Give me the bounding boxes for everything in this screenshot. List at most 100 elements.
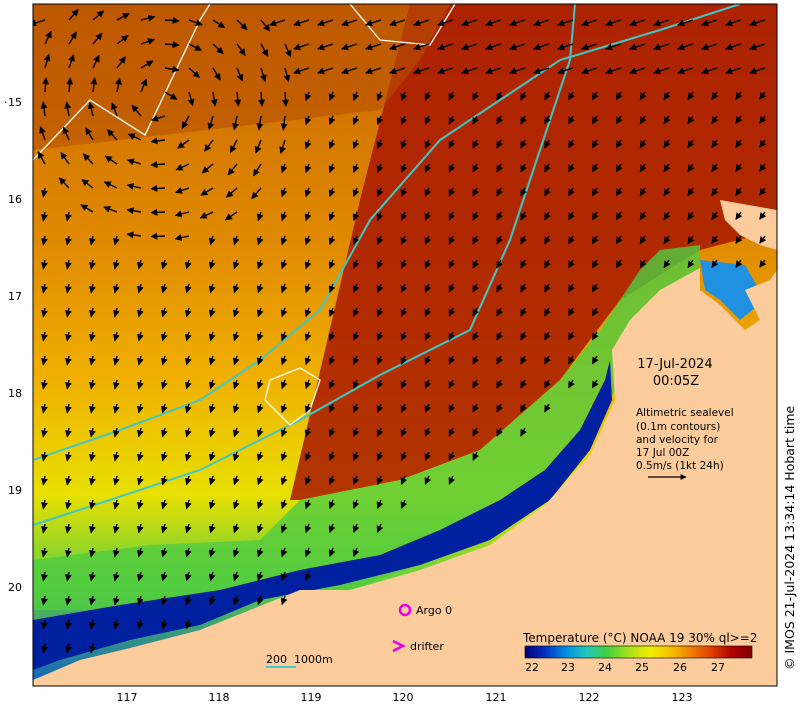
velocity-arrow: [424, 235, 432, 245]
velocity-arrow: [304, 379, 312, 390]
velocity-arrow: [400, 163, 408, 173]
velocity-arrow: [448, 235, 456, 245]
velocity-arrow: [304, 355, 312, 366]
velocity-arrow: [160, 259, 168, 270]
velocity-arrow: [317, 43, 334, 51]
velocity-arrow: [711, 211, 719, 220]
velocity-arrow: [759, 187, 767, 196]
velocity-arrow: [567, 91, 575, 101]
velocity-arrow: [112, 499, 120, 510]
velocity-arrow: [39, 126, 46, 141]
velocity-arrow: [65, 571, 72, 582]
velocity-arrow: [352, 355, 360, 366]
velocity-arrow: [227, 163, 238, 176]
velocity-arrow: [68, 31, 77, 45]
velocity-arrow: [376, 163, 384, 173]
velocity-arrow: [41, 451, 48, 462]
velocity-arrow: [160, 499, 168, 510]
velocity-arrow: [653, 19, 670, 27]
velocity-arrow: [65, 643, 72, 654]
velocity-arrow: [711, 187, 719, 196]
velocity-arrow: [677, 67, 694, 75]
velocity-arrow: [437, 67, 454, 75]
velocity-arrow: [544, 259, 551, 269]
velocity-arrow: [136, 259, 144, 270]
velocity-arrow: [749, 67, 766, 75]
velocity-arrow: [160, 571, 168, 582]
velocity-arrow: [376, 91, 384, 101]
velocity-arrow: [252, 163, 262, 177]
lat-tick-label: 19: [8, 484, 22, 497]
velocity-arrow: [567, 211, 575, 221]
velocity-arrow: [759, 91, 767, 100]
velocity-arrow: [280, 307, 288, 318]
drifter-legend: drifter: [392, 639, 444, 653]
velocity-arrow: [472, 283, 479, 293]
velocity-arrow: [520, 235, 527, 245]
velocity-arrow: [520, 355, 527, 365]
velocity-arrow: [544, 307, 551, 317]
velocity-arrow: [41, 211, 48, 222]
velocity-arrow: [160, 475, 168, 486]
velocity-arrow: [352, 283, 360, 294]
velocity-arrow: [376, 451, 384, 461]
velocity-arrow: [136, 499, 144, 510]
velocity-arrow: [653, 67, 670, 75]
drifter-label: drifter: [410, 640, 444, 653]
velocity-arrow: [352, 163, 360, 174]
velocity-arrow: [42, 77, 50, 93]
velocity-arrow: [496, 307, 503, 317]
velocity-arrow: [256, 427, 264, 438]
velocity-arrow: [89, 619, 96, 630]
velocity-arrow: [112, 355, 120, 366]
velocity-arrow: [400, 307, 408, 317]
velocity-arrow: [557, 67, 574, 75]
velocity-arrow: [687, 187, 695, 197]
velocity-arrow: [557, 19, 574, 27]
velocity-arrow: [591, 163, 599, 173]
velocity-arrow: [687, 235, 695, 245]
velocity-arrow: [150, 184, 166, 192]
velocity-arrow: [256, 259, 264, 270]
velocity-arrow: [735, 187, 743, 196]
velocity-arrow: [472, 115, 479, 125]
velocity-arrow: [65, 379, 72, 390]
velocity-arrow: [112, 259, 120, 270]
velocity-arrow: [567, 139, 575, 149]
colorbar-tick: 26: [673, 661, 687, 674]
velocity-arrow: [65, 547, 72, 558]
velocity-arrow: [60, 151, 70, 165]
velocity-arrow: [136, 331, 144, 342]
velocity-arrow: [112, 235, 120, 246]
velocity-arrow: [283, 67, 291, 83]
velocity-arrow: [304, 91, 312, 102]
velocity-arrow: [208, 571, 216, 582]
velocity-arrow: [236, 43, 246, 56]
velocity-arrow: [136, 547, 144, 558]
velocity-arrow: [65, 451, 72, 462]
velocity-arrow: [80, 204, 94, 213]
velocity-arrow: [116, 56, 126, 69]
colorbar-tick: 23: [561, 661, 575, 674]
velocity-arrow: [567, 331, 575, 341]
velocity-arrow: [160, 307, 168, 318]
velocity-arrow: [749, 43, 766, 51]
velocity-arrow: [280, 547, 288, 558]
velocity-arrow: [663, 187, 671, 197]
velocity-arrow: [328, 427, 336, 438]
velocity-arrow: [591, 259, 599, 269]
velocity-arrow: [89, 451, 96, 462]
velocity-arrow: [328, 379, 336, 390]
velocity-arrow: [448, 211, 456, 221]
velocity-arrow: [376, 427, 384, 437]
velocity-arrow: [208, 259, 216, 270]
velocity-arrow: [581, 19, 598, 27]
velocity-arrow: [424, 139, 432, 149]
velocity-arrow: [520, 427, 527, 437]
velocity-arrow: [677, 43, 694, 51]
velocity-arrow: [701, 19, 718, 27]
velocity-arrow: [184, 619, 192, 630]
velocity-arrow: [496, 403, 503, 413]
velocity-arrow: [41, 643, 48, 654]
velocity-arrow: [328, 91, 336, 102]
